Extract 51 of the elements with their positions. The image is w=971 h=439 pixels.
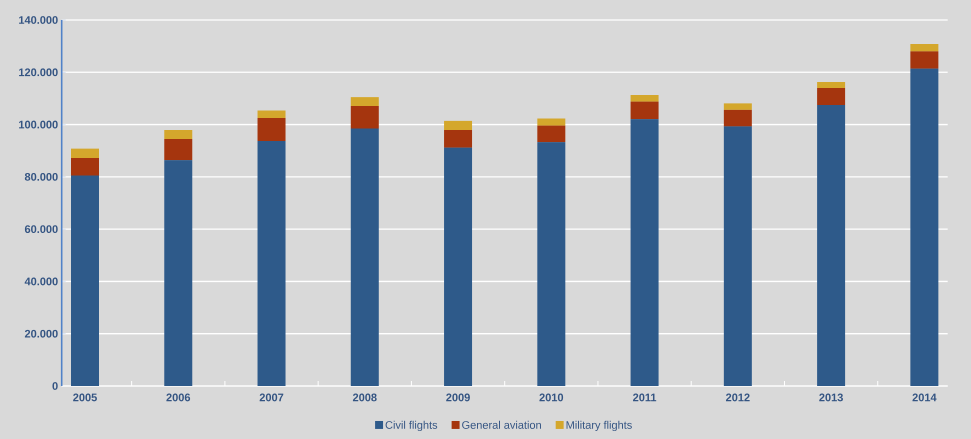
bar bbox=[910, 68, 938, 386]
legend-label: Military flights bbox=[566, 420, 632, 432]
bar bbox=[724, 103, 752, 110]
bar bbox=[350, 97, 379, 106]
legend-label: General aviation bbox=[462, 420, 541, 429]
bar bbox=[444, 120, 472, 130]
bar bbox=[444, 148, 472, 386]
x-tick-label: 2008 bbox=[352, 394, 377, 402]
y-tick-label: 80.000 bbox=[24, 172, 58, 181]
bar bbox=[71, 148, 99, 158]
x-tick-label: 2006 bbox=[166, 394, 190, 402]
y-tick-label: 40.000 bbox=[24, 278, 58, 286]
x-tick-label: 2009 bbox=[446, 394, 470, 402]
bar bbox=[630, 95, 659, 102]
y-tick-label: 0 bbox=[52, 382, 58, 390]
bar bbox=[630, 102, 659, 120]
y-tick-label: 60.000 bbox=[24, 225, 58, 234]
bar bbox=[537, 126, 566, 142]
bar bbox=[164, 160, 192, 386]
y-tick-label: 140.000 bbox=[19, 16, 58, 24]
x-tick-label: 2007 bbox=[260, 394, 284, 402]
y-tick-label: 20.000 bbox=[24, 330, 58, 338]
bar bbox=[350, 106, 379, 128]
bar bbox=[164, 130, 192, 139]
x-tick-label: 2012 bbox=[726, 394, 750, 402]
y-tick-label: 100.000 bbox=[19, 120, 58, 128]
bar bbox=[724, 126, 752, 386]
bar bbox=[71, 158, 99, 176]
bar bbox=[817, 104, 846, 386]
bar bbox=[164, 138, 192, 160]
bar bbox=[258, 118, 286, 142]
y-tick-label: 120.000 bbox=[19, 68, 58, 76]
bar bbox=[910, 51, 938, 69]
bar bbox=[910, 44, 938, 52]
x-tick-label: 2011 bbox=[633, 394, 656, 402]
bar bbox=[71, 176, 99, 386]
legend-label: Civil flights bbox=[386, 420, 438, 432]
bar bbox=[258, 110, 286, 118]
bar bbox=[724, 110, 752, 126]
bar bbox=[350, 128, 379, 386]
bar bbox=[537, 142, 566, 386]
bar bbox=[258, 141, 286, 386]
bar bbox=[817, 82, 846, 88]
x-tick-label: 2013 bbox=[819, 394, 843, 402]
bar bbox=[817, 88, 846, 105]
x-tick-label: 2014 bbox=[912, 394, 937, 402]
bar bbox=[630, 119, 659, 386]
bar bbox=[444, 130, 472, 148]
x-tick-label: 2010 bbox=[539, 394, 564, 402]
x-tick-label: 2005 bbox=[73, 394, 97, 402]
bar bbox=[537, 118, 566, 126]
